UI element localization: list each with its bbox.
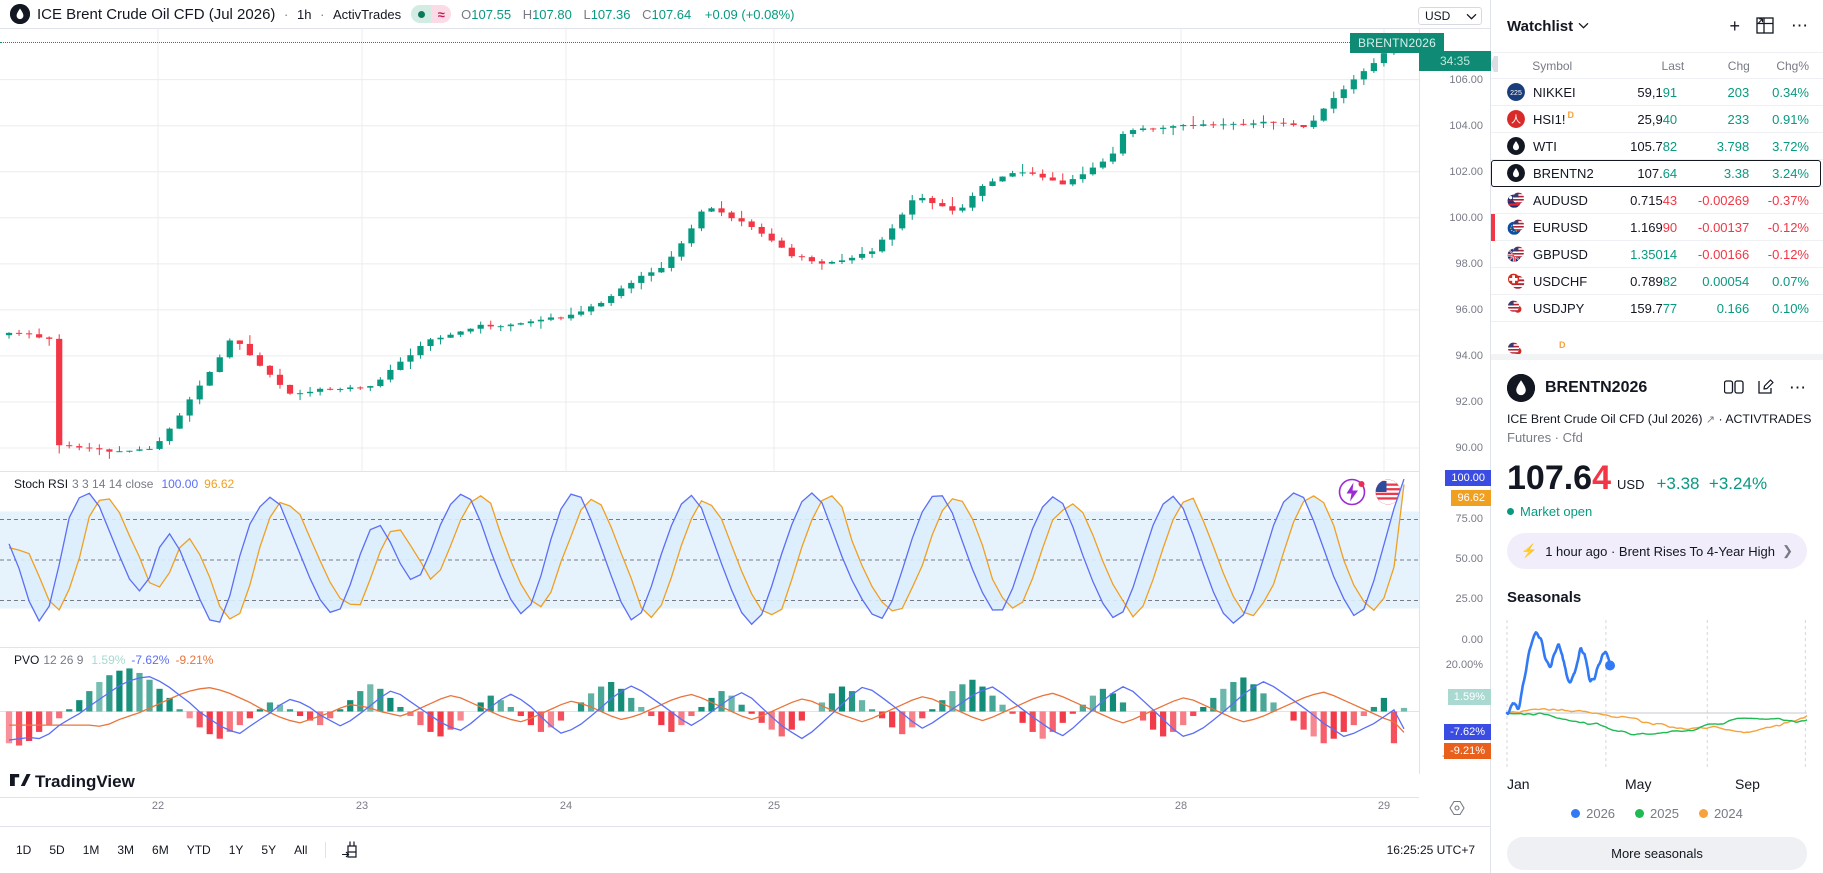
svg-text:人: 人 — [1511, 114, 1521, 126]
svg-text:225: 225 — [1510, 90, 1522, 97]
